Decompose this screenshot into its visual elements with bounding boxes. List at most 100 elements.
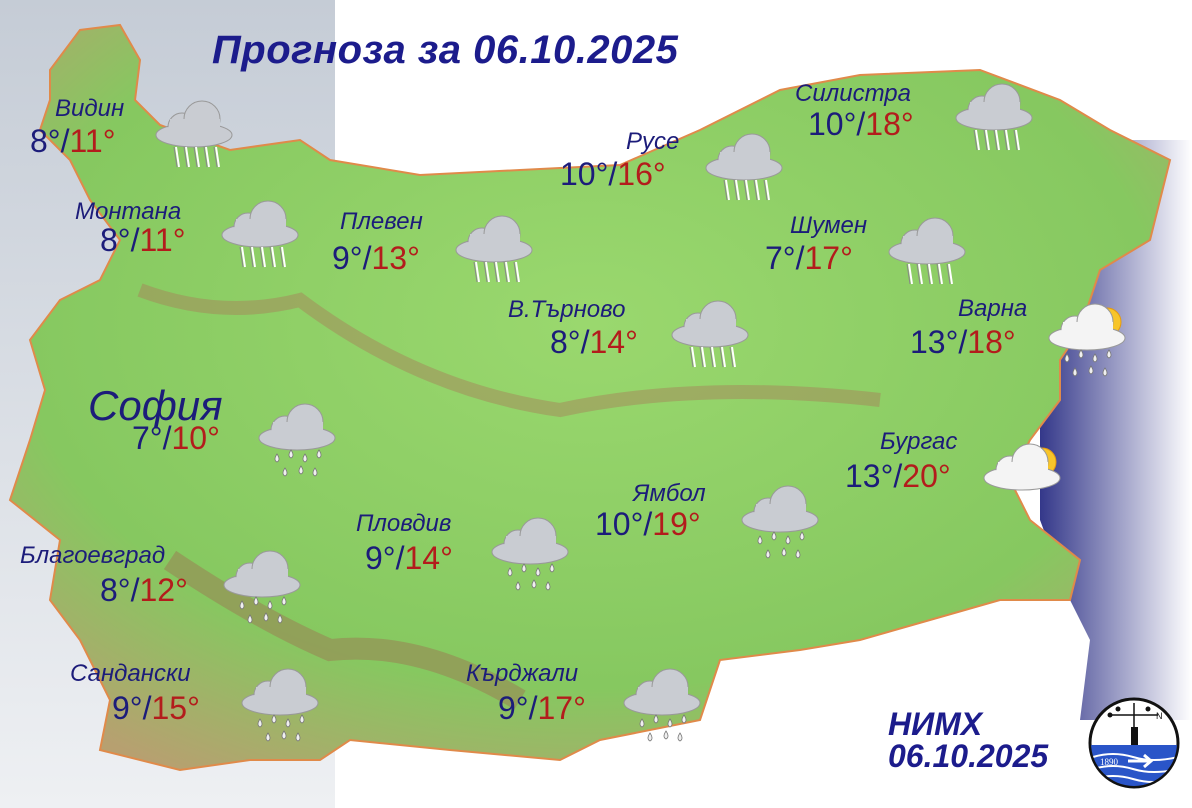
rain-drop bbox=[535, 567, 541, 577]
rain-drop bbox=[765, 549, 771, 559]
rain-streak bbox=[725, 179, 730, 201]
city-label: Кърджали bbox=[466, 660, 579, 687]
city-temps: 7°/10° bbox=[132, 420, 220, 456]
city-label: Пловдив bbox=[356, 510, 452, 537]
rain-streak bbox=[215, 146, 220, 168]
rain-streak bbox=[475, 261, 480, 283]
max-temp: 13° bbox=[371, 240, 420, 276]
max-temp: 14° bbox=[404, 540, 453, 576]
rain-streak bbox=[1005, 129, 1010, 151]
city-label: Сандански bbox=[70, 660, 191, 687]
rain-streak bbox=[241, 246, 246, 268]
rain-drop bbox=[265, 732, 271, 742]
rain-drop bbox=[653, 714, 659, 724]
rain-streak bbox=[281, 246, 286, 268]
min-temp: 13° bbox=[910, 324, 959, 360]
city-temps: 9°/15° bbox=[112, 690, 200, 726]
rain-drop bbox=[515, 581, 521, 591]
rain-streak bbox=[505, 261, 510, 283]
cloud bbox=[983, 443, 1061, 491]
rain-streak bbox=[175, 146, 180, 168]
city-temps: 9°/13° bbox=[332, 240, 420, 276]
showers-cloud-icon bbox=[241, 668, 319, 742]
rain-cloud-icon bbox=[221, 200, 299, 268]
rhodope-mountains bbox=[163, 550, 526, 710]
showers-cloud-icon bbox=[623, 668, 701, 742]
max-temp: 20° bbox=[902, 458, 951, 494]
cloud bbox=[455, 215, 533, 263]
rain-drop bbox=[247, 614, 253, 624]
cloud bbox=[623, 668, 701, 716]
max-temp: 16° bbox=[617, 156, 666, 192]
rain-streak bbox=[515, 261, 520, 283]
cloud bbox=[888, 217, 966, 265]
rain-drop bbox=[295, 732, 301, 742]
min-temp: 9° bbox=[112, 690, 143, 726]
min-temp: 10° bbox=[808, 106, 857, 142]
svg-text:1890: 1890 bbox=[1100, 757, 1119, 767]
rain-drop bbox=[531, 579, 537, 589]
rain-drop bbox=[781, 547, 787, 557]
rain-drop bbox=[281, 596, 287, 606]
org-name: НИМХ bbox=[888, 706, 983, 742]
showers-cloud-icon bbox=[258, 403, 336, 477]
rain-drop bbox=[1088, 365, 1094, 375]
city-label: В.Търново bbox=[508, 296, 626, 323]
rain-drop bbox=[316, 449, 322, 459]
rain-streak bbox=[918, 263, 923, 285]
min-temp: 8° bbox=[30, 123, 61, 159]
org-footer: НИМХ 06.10.2025 bbox=[888, 708, 1048, 772]
rain-streak bbox=[735, 179, 740, 201]
rain-drop bbox=[1072, 367, 1078, 377]
min-temp: 9° bbox=[498, 690, 529, 726]
max-temp: 19° bbox=[652, 506, 701, 542]
rain-drop bbox=[312, 467, 318, 477]
rain-drop bbox=[521, 563, 527, 573]
cloud bbox=[955, 83, 1033, 131]
rain-drop bbox=[757, 535, 763, 545]
rain-drop bbox=[663, 730, 669, 740]
sun-cloud-showers-icon bbox=[1048, 303, 1126, 377]
city-temps: 10°/18° bbox=[808, 106, 914, 142]
max-temp: 18° bbox=[865, 106, 914, 142]
page-title: Прогноза за 06.10.2025 bbox=[212, 28, 679, 72]
rain-drop bbox=[1078, 349, 1084, 359]
rain-cloud-icon bbox=[671, 300, 749, 368]
city-label: Бургас bbox=[880, 428, 958, 455]
rain-cloud-icon bbox=[888, 217, 966, 285]
rain-drop bbox=[1102, 367, 1108, 377]
city-label: София bbox=[88, 382, 223, 429]
cloud bbox=[741, 485, 819, 533]
max-temp: 10° bbox=[171, 420, 220, 456]
min-temp: 8° bbox=[550, 324, 581, 360]
city-label: Варна bbox=[958, 295, 1028, 322]
min-temp: 13° bbox=[845, 458, 894, 494]
max-temp: 17° bbox=[804, 240, 853, 276]
rain-streak bbox=[1015, 129, 1020, 151]
min-temp: 9° bbox=[332, 240, 363, 276]
rain-streak bbox=[701, 346, 706, 368]
rain-drop bbox=[288, 449, 294, 459]
rain-drop bbox=[507, 567, 513, 577]
max-temp: 15° bbox=[151, 690, 200, 726]
max-temp: 17° bbox=[537, 690, 586, 726]
cloud bbox=[258, 403, 336, 451]
rain-streak bbox=[251, 246, 256, 268]
cloud bbox=[491, 517, 569, 565]
city-temps: 10°/16° bbox=[560, 156, 666, 192]
rain-streak bbox=[691, 346, 696, 368]
max-temp: 14° bbox=[589, 324, 638, 360]
rain-streak bbox=[711, 346, 716, 368]
sun-cloud-icon bbox=[983, 443, 1061, 491]
rain-streak bbox=[755, 179, 760, 201]
rain-cloud-icon bbox=[455, 215, 533, 283]
showers-cloud-icon bbox=[491, 517, 569, 591]
city-temps: 9°/14° bbox=[365, 540, 453, 576]
rain-streak bbox=[938, 263, 943, 285]
rain-cloud-icon bbox=[155, 100, 233, 168]
city-label: Ямбол bbox=[633, 480, 706, 507]
rain-streak bbox=[731, 346, 736, 368]
rain-drop bbox=[299, 714, 305, 724]
rain-streak bbox=[205, 146, 210, 168]
city-temps: 13°/18° bbox=[910, 324, 1016, 360]
